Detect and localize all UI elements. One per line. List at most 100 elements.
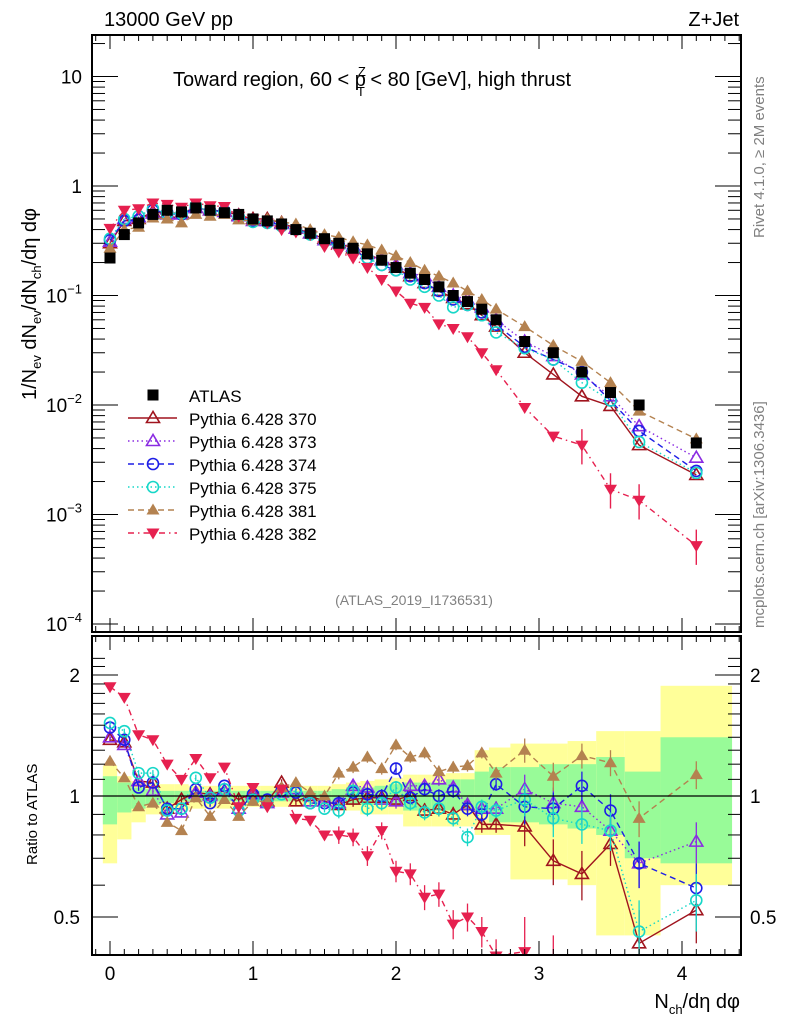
ratio-y-tick-label-left: 2 [69, 666, 80, 687]
ratio-point [103, 682, 117, 694]
data-point [204, 204, 216, 216]
ratio-point [389, 762, 403, 775]
data-point [190, 202, 202, 214]
ratio-point [432, 889, 446, 901]
main-y-tick-label: 10−3 [46, 501, 82, 527]
ratio-series-pythia-6-428-382 [103, 682, 617, 1013]
stat-band-bin [624, 771, 661, 859]
side-label-mcplots: mcplots.cern.ch [arXiv:1306.3436] [751, 401, 768, 628]
ratio-point [446, 760, 460, 772]
ratio-point [518, 743, 532, 755]
main-y-axis-label: 1/Nev dNev/dNch/dη dφ [19, 208, 44, 400]
ratio-point [632, 857, 646, 870]
data-point [319, 233, 330, 245]
series-line [109, 207, 697, 472]
ratio-point [173, 791, 190, 805]
ratio-point [604, 1002, 617, 1013]
ratio-point [489, 766, 503, 778]
ratio-point [246, 794, 260, 806]
data-point [689, 541, 703, 553]
data-point [276, 218, 288, 230]
ratio-point [303, 796, 317, 810]
data-point [573, 388, 590, 402]
ratio-point [402, 777, 419, 792]
legend-marker [146, 457, 160, 471]
ratio-point [546, 812, 560, 825]
data-point [161, 204, 173, 216]
legend-entry: Pythia 6.428 370 [128, 409, 317, 429]
data-point [117, 205, 131, 217]
legend-label: Pythia 6.428 381 [189, 502, 317, 521]
ratio-point [403, 796, 417, 810]
legend-marker [146, 480, 160, 494]
ratio-point [289, 776, 303, 788]
ratio-point [604, 824, 617, 837]
ratio-point [118, 724, 131, 738]
plot-title-sub: T [357, 84, 365, 99]
ratio-point [375, 762, 389, 774]
ratio-point [632, 925, 646, 938]
data-point [546, 431, 560, 443]
legend-marker [145, 432, 161, 447]
ratio-point [132, 781, 145, 794]
ratio-point [461, 759, 474, 771]
data-point [160, 212, 174, 224]
ratio-point [446, 919, 460, 931]
data-point [433, 281, 445, 293]
data-point [489, 302, 503, 314]
ratio-point [232, 809, 246, 821]
ratio-uncertainty-bands [102, 685, 733, 936]
ratio-point [203, 773, 217, 785]
main-y-tick-label: 10−4 [46, 610, 82, 636]
ratio-point [446, 812, 460, 825]
ratio-point [332, 830, 346, 842]
data-point [218, 207, 230, 219]
data-point [604, 376, 617, 388]
data-point [432, 319, 446, 331]
ratio-point [403, 750, 417, 762]
data-point [132, 204, 146, 216]
ratio-point [575, 1002, 588, 1013]
ratio-point [132, 800, 146, 812]
data-point [403, 298, 417, 310]
data-point [304, 227, 316, 239]
ratio-point [146, 776, 160, 789]
legend-label: Pythia 6.428 375 [189, 479, 317, 498]
ratio-point [573, 865, 590, 880]
ratio-point [361, 802, 374, 815]
ratio-point [604, 756, 617, 768]
ratio-point [547, 970, 560, 981]
data-point [318, 242, 331, 254]
data-point [146, 198, 160, 210]
side-label-rivet: Rivet 4.1.0, ≥ 2M events [751, 76, 768, 238]
legend-label: ATLAS [189, 387, 242, 406]
main-y-tick-label: 10−2 [46, 391, 82, 417]
data-point [390, 262, 402, 274]
ratio-point [132, 766, 145, 780]
data-point [375, 274, 389, 286]
x-tick-label: 4 [677, 964, 688, 985]
ratio-point [117, 771, 131, 783]
ratio-point [461, 802, 474, 815]
ratio-point [189, 771, 203, 785]
ratio-point [389, 738, 403, 750]
ratio-point [461, 830, 474, 844]
ratio-y-tick-label-left: 0.5 [54, 908, 80, 929]
legend-label: Pythia 6.428 370 [189, 410, 317, 429]
header-left-title: 13000 GeV pp [104, 9, 233, 31]
data-point [575, 354, 589, 366]
data-point [690, 437, 702, 449]
data-point [575, 440, 589, 452]
data-point [418, 302, 432, 314]
ratio-y-axis-label: Ratio to ATLAS [24, 764, 41, 865]
legend-entry: Pythia 6.428 374 [128, 456, 317, 475]
header-right-title: Z+Jet [688, 9, 739, 31]
ratio-point [332, 804, 346, 817]
data-point [631, 418, 648, 432]
data-point [632, 495, 646, 507]
main-series [102, 198, 705, 565]
ratio-point [689, 894, 703, 907]
ratio-point [418, 806, 431, 819]
data-point [418, 263, 432, 275]
data-point [545, 366, 562, 380]
